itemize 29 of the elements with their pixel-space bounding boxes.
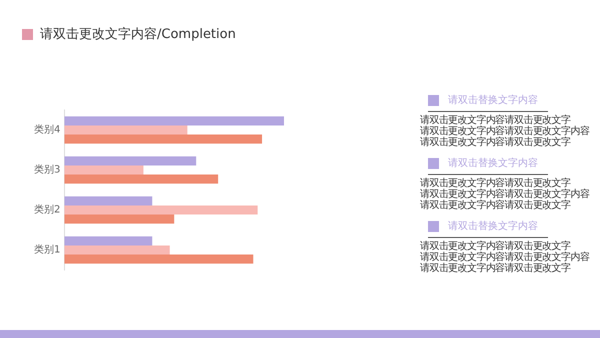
bar [64,156,196,166]
text: 请双击替换文字内容 [448,220,538,233]
bar [64,165,144,175]
bar [64,205,258,215]
text: 请双击更改文字内容请双击更改文字 [420,200,572,211]
chart-title: 请双击更改文字内容/Completion [40,26,236,43]
text: 请双击替换文字内容 [448,94,538,107]
bar [64,134,262,144]
text: 请双击更改文字内容请双击更改文字 [420,137,572,148]
bar [64,245,170,255]
bar [64,254,254,264]
text: 请双击更改文字内容请双击更改文字 [420,241,570,252]
y-tick-label: 类别2 [34,204,60,216]
bar [64,174,218,184]
bar [64,214,174,224]
text: 请双击更改文字内容请双击更改文字内容 [420,252,590,263]
bar [64,196,152,206]
text: 请双击更改文字内容请双击更改文字内容 [420,126,590,137]
bar [64,236,152,246]
text: 请双击更改文字内容请双击更改文字 [420,178,570,189]
bar [64,116,284,126]
text: 请双击替换文字内容 [448,156,538,170]
bar [64,125,188,135]
y-tick-label: 类别1 [34,244,60,256]
text: 请双击更改文字内容请双击更改文字 [420,263,572,274]
y-tick-label: 类别3 [34,164,60,176]
text: 请双击更改文字内容请双击更改文字内容 [420,189,590,200]
text: 请双击更改文字内容请双击更改文字 [420,115,570,126]
y-tick-label: 类别4 [34,124,60,136]
